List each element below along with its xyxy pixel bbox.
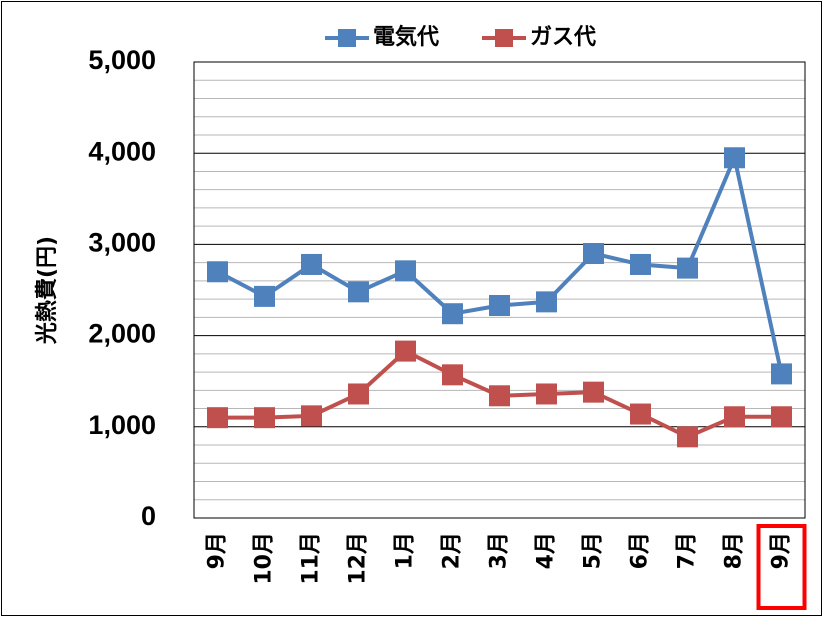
data-point xyxy=(771,406,792,428)
legend-marker xyxy=(338,29,356,47)
data-point xyxy=(724,147,745,169)
legend-label: 電気代 xyxy=(373,24,439,50)
y-tick-label: 3,000 xyxy=(88,228,156,258)
plot-area xyxy=(193,61,806,519)
y-tick-label: 5,000 xyxy=(88,45,156,75)
y-tick-label: 0 xyxy=(141,501,156,531)
legend-item: 電気代 xyxy=(325,24,439,50)
legend-item: ガス代 xyxy=(482,25,596,50)
data-point xyxy=(301,253,322,275)
data-point xyxy=(536,291,557,313)
data-point xyxy=(442,364,463,386)
series-1 xyxy=(207,147,792,385)
data-point xyxy=(348,281,369,303)
data-point xyxy=(395,260,416,282)
data-point xyxy=(301,405,322,427)
data-point xyxy=(677,257,698,279)
data-point xyxy=(724,406,745,428)
y-tick-label: 2,000 xyxy=(88,319,156,349)
highlight-box xyxy=(756,524,807,610)
data-point xyxy=(489,385,510,407)
x-tick-label: 3月 xyxy=(487,532,512,569)
data-point xyxy=(771,363,792,385)
data-point xyxy=(254,285,275,307)
data-point xyxy=(536,383,557,405)
data-point xyxy=(348,383,369,405)
data-point xyxy=(207,261,228,283)
data-point xyxy=(489,295,510,317)
x-tick-label: 10月 xyxy=(252,532,277,585)
data-point xyxy=(254,407,275,429)
data-point xyxy=(442,303,463,325)
x-tick-label: 11月 xyxy=(299,532,324,585)
legend: 電気代 ガス代 xyxy=(325,24,596,50)
data-point xyxy=(395,340,416,362)
x-tick-label: 9月 xyxy=(769,532,794,569)
series-group xyxy=(207,147,792,448)
x-axis-ticks: 9月 10月 11月 12月 1月 2月 3月 4月 5月 6月 7月 8月 9月 xyxy=(205,532,794,585)
x-tick-label: 7月 xyxy=(675,532,700,569)
data-point xyxy=(677,426,698,448)
gridlines xyxy=(194,79,805,501)
x-tick-label: 5月 xyxy=(581,532,606,569)
data-point xyxy=(630,253,651,275)
data-point xyxy=(630,403,651,425)
series-2 xyxy=(207,340,792,448)
x-tick-label: 12月 xyxy=(346,532,371,585)
x-tick-label: 1月 xyxy=(393,532,418,569)
y-tick-label: 1,000 xyxy=(88,410,156,440)
legend-label: ガス代 xyxy=(530,25,596,50)
x-tick-label: 6月 xyxy=(628,532,653,569)
data-point xyxy=(583,381,604,403)
data-point xyxy=(207,407,228,429)
y-tick-label: 4,000 xyxy=(88,136,156,166)
x-tick-label: 2月 xyxy=(440,532,465,569)
data-point xyxy=(583,243,604,265)
x-tick-label: 9月 xyxy=(205,532,230,569)
y-axis-ticks: 0 1,000 2,000 3,000 4,000 5,000 xyxy=(88,45,156,531)
legend-marker xyxy=(495,29,513,47)
x-tick-label: 4月 xyxy=(534,532,559,569)
y-axis-label: 光熱費(円) xyxy=(34,236,60,345)
x-tick-label: 8月 xyxy=(722,532,747,569)
